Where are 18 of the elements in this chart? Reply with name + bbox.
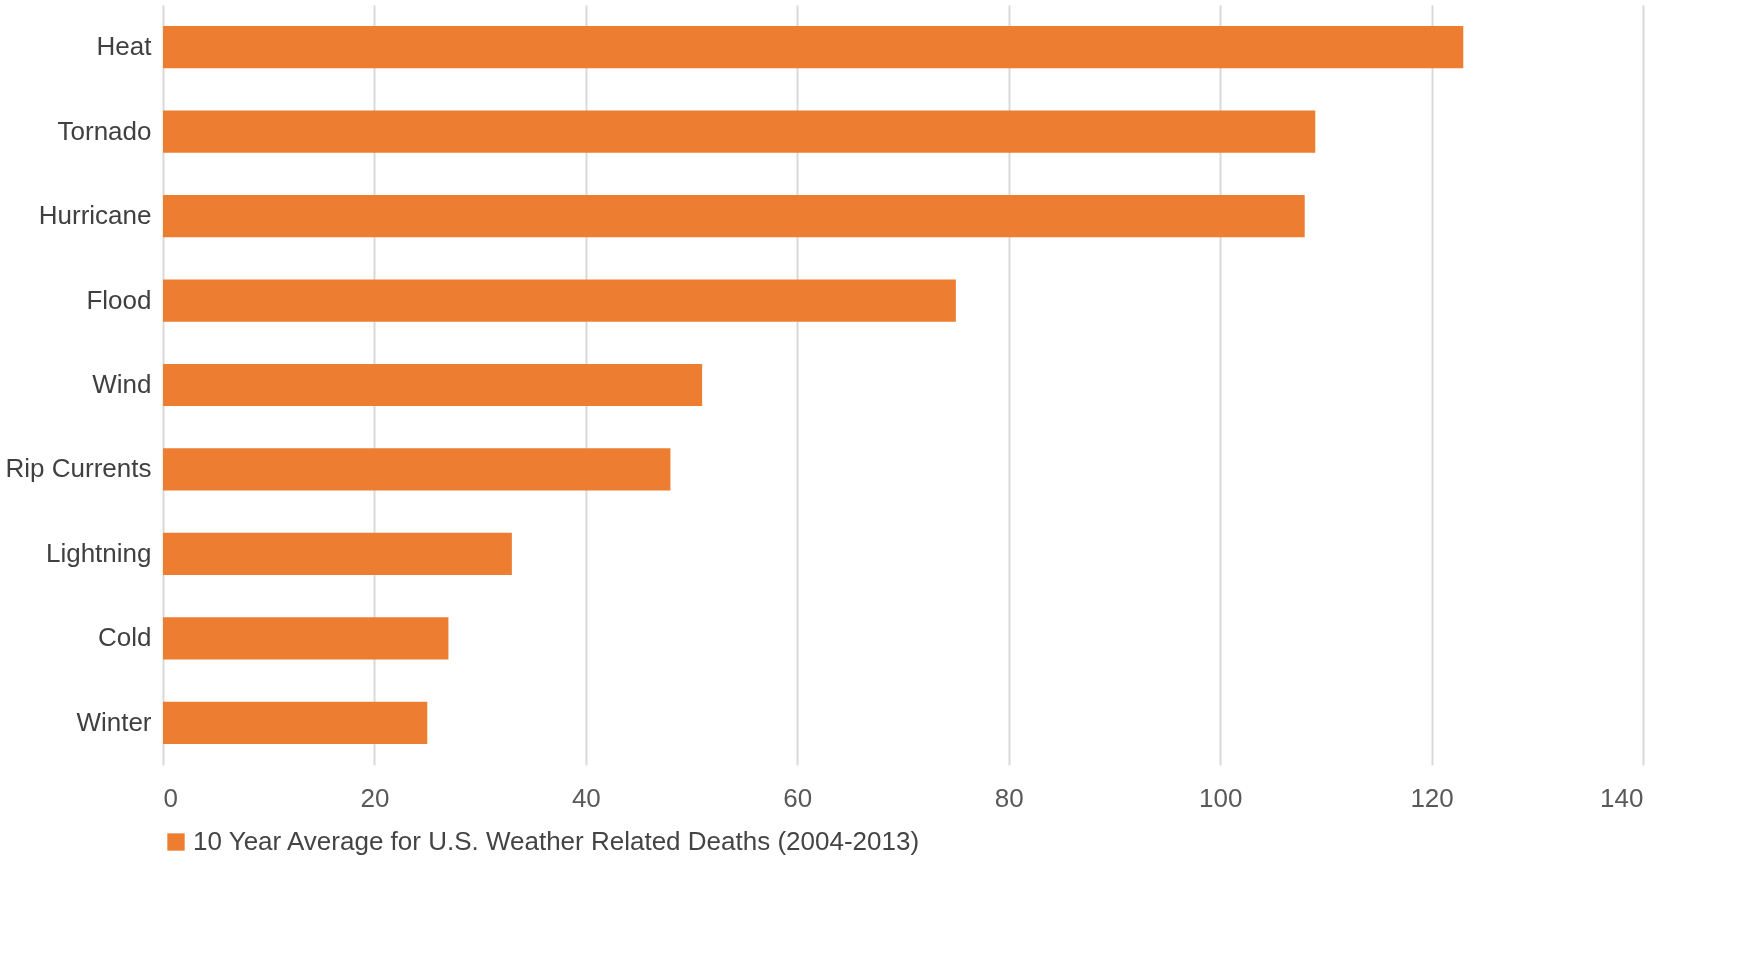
- x-tick-label: 60: [783, 782, 813, 813]
- x-tick-label: 80: [994, 782, 1024, 813]
- y-tick-label: Winter: [76, 706, 152, 737]
- y-tick-label: Lightning: [45, 537, 152, 568]
- x-tick-label: 20: [360, 782, 390, 813]
- x-tick-label: 100: [1198, 782, 1243, 813]
- y-tick-label: Cold: [98, 622, 152, 653]
- x-tick-label: 0: [163, 782, 178, 813]
- y-tick-label: Flood: [86, 284, 152, 315]
- x-tick-label: 120: [1410, 782, 1454, 813]
- x-tick-label: 40: [571, 782, 601, 813]
- y-tick-label: Heat: [96, 31, 153, 62]
- y-tick-label: Tornado: [57, 115, 152, 146]
- y-tick-label: Rip Currents: [5, 453, 152, 484]
- y-tick-label: Wind: [92, 369, 152, 399]
- legend-label: 10 Year Average for U.S. Weather Related Deaths (2004-2013): [193, 826, 920, 856]
- x-tick-label: 140: [1600, 782, 1644, 813]
- y-tick-label: Hurricane: [38, 200, 152, 231]
